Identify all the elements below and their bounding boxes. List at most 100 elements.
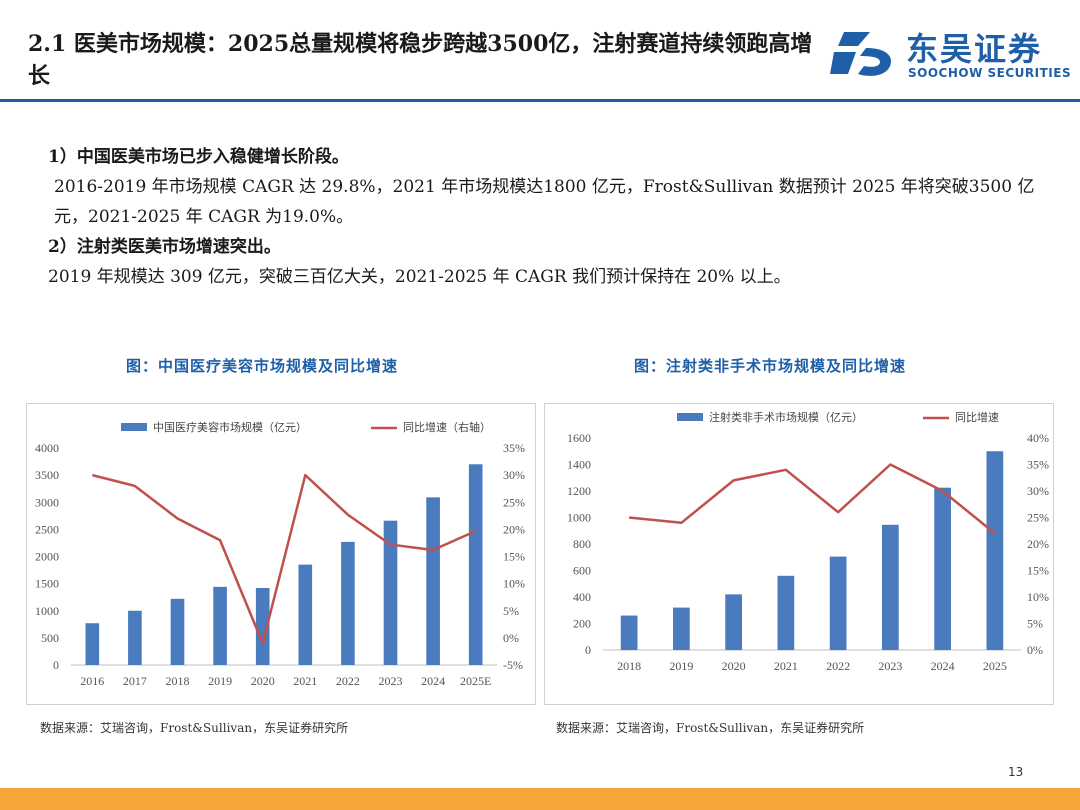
- legend-line-label: 同比增速（右轴）: [403, 420, 491, 434]
- bar-2019: [213, 586, 227, 665]
- left-axis-tick: 400: [573, 590, 591, 604]
- right-axis-tick: 20%: [1027, 537, 1049, 551]
- bar-2019: [673, 607, 690, 650]
- x-axis-tick: 2016: [80, 674, 104, 688]
- slide-title: 2.1 医美市场规模：2025总量规模将稳步跨越3500亿，注射赛道持续领跑高增…: [28, 31, 813, 89]
- x-axis-tick: 2018: [166, 674, 190, 688]
- left-axis-tick: 500: [41, 631, 59, 645]
- left-axis-tick: 2000: [35, 550, 59, 564]
- x-axis-tick: 2019: [669, 659, 693, 673]
- right-chart-svg: 0 200 400 600 800 1000 1200 1400 1600 0% 5% 10% 15% 2…: [567, 410, 1049, 673]
- left-axis-tick: 4000: [35, 441, 59, 455]
- left-axis-tick: 1000: [35, 604, 59, 618]
- bar-2022: [341, 541, 355, 665]
- point1-text: 2016-2019 年市场规模 CAGR 达 29.8%，2021 年市场规模达…: [54, 177, 1035, 227]
- x-axis-tick: 2017: [123, 674, 147, 688]
- legend-bar-swatch: [677, 413, 703, 421]
- logo-chinese-name: 东吴证券: [906, 30, 1043, 68]
- bar-2021: [298, 564, 313, 665]
- bar-2020: [255, 587, 270, 665]
- right-axis-tick: 35%: [503, 441, 525, 455]
- x-axis-tick: 2025: [983, 659, 1007, 673]
- page-number: 13: [1008, 765, 1024, 779]
- company-logo: 东吴证券 SOOCHOW SECURITIES: [830, 24, 1071, 84]
- bar-2023: [882, 524, 899, 650]
- right-axis-tick: 25%: [503, 495, 525, 509]
- legend-bar-label: 中国医疗美容市场规模（亿元）: [153, 420, 307, 434]
- x-axis-tick: 2021: [774, 659, 798, 673]
- bar-2022: [829, 556, 847, 650]
- left-axis-tick: 600: [573, 564, 591, 578]
- right-axis-tick: 40%: [1027, 431, 1049, 445]
- soochow-logo-icon: [830, 32, 891, 76]
- bar-2024: [934, 487, 951, 650]
- point2-text: 2019 年规模达 309 亿元，突破三百亿大关，2021-2025 年 CAG…: [48, 267, 791, 287]
- x-axis-tick: 2022: [336, 674, 360, 688]
- left-chart-svg: 0 500 1000 1500 2000 2500 3000 3500 4000 -5% 0% 5% 1…: [35, 420, 525, 688]
- left-axis-tick: 1400: [567, 458, 591, 472]
- right-axis-tick: 10%: [503, 577, 525, 591]
- bar-2018: [620, 615, 638, 650]
- x-axis-tick: 2020: [251, 674, 275, 688]
- x-axis-tick: 2023: [878, 659, 902, 673]
- left-chart: 0 500 1000 1500 2000 2500 3000 3500 4000 -5% 0% 5% 1…: [26, 403, 536, 705]
- point1-heading: 1）中国医美市场已步入稳健增长阶段。: [48, 147, 349, 167]
- right-axis-tick: 0%: [503, 631, 519, 645]
- right-chart-source: 数据来源：艾瑞咨询，Frost&Sullivan，东吴证券研究所: [556, 721, 865, 735]
- bar-2017: [128, 610, 142, 665]
- bar-2020: [725, 594, 742, 650]
- left-chart-title: 图：中国医疗美容市场规模及同比增速: [126, 357, 399, 375]
- x-axis-tick: 2022: [826, 659, 850, 673]
- x-axis-tick: 2024: [931, 659, 955, 673]
- right-axis-tick: 5%: [1027, 617, 1043, 631]
- bar-2021: [777, 575, 795, 650]
- right-axis-tick: 15%: [503, 550, 525, 564]
- right-chart-title: 图：注射类非手术市场规模及同比增速: [634, 357, 907, 375]
- left-axis-tick: 0: [585, 643, 591, 657]
- bar-2025: [986, 451, 1004, 650]
- bar-2016: [85, 623, 100, 665]
- x-axis-tick: 2025E: [460, 674, 491, 688]
- right-chart: 0 200 400 600 800 1000 1200 1400 1600 0% 5% 10% 15% 2…: [544, 403, 1054, 705]
- summary-text: 1）中国医美市场已步入稳健增长阶段。 2016-2019 年市场规模 CAGR …: [48, 142, 1048, 292]
- bar-2024: [426, 497, 440, 665]
- left-axis-tick: 2500: [35, 522, 59, 536]
- right-axis-tick: 10%: [1027, 590, 1049, 604]
- growth-line: [91, 473, 477, 645]
- header-divider: [0, 99, 1080, 102]
- right-axis-tick: 30%: [1027, 484, 1049, 498]
- left-axis-tick: 1200: [567, 484, 591, 498]
- left-axis-tick: 3000: [35, 495, 59, 509]
- left-axis-tick: 0: [53, 658, 59, 672]
- growth-line: [628, 463, 996, 535]
- right-axis-tick: 30%: [503, 468, 525, 482]
- legend-bar-label: 注射类非手术市场规模（亿元）: [709, 410, 863, 424]
- right-axis-tick: -5%: [503, 658, 523, 672]
- right-axis-tick: 35%: [1027, 458, 1049, 472]
- legend-bar-swatch: [121, 423, 147, 431]
- bar-2023: [383, 520, 398, 665]
- x-axis-tick: 2019: [208, 674, 232, 688]
- point2-heading: 2）注射类医美市场增速突出。: [48, 237, 281, 257]
- left-chart-source: 数据来源：艾瑞咨询，Frost&Sullivan，东吴证券研究所: [40, 721, 349, 735]
- slide-header: 2.1 医美市场规模：2025总量规模将稳步跨越3500亿，注射赛道持续领跑高增…: [0, 0, 1080, 102]
- bar-2018: [170, 598, 185, 665]
- legend-line-label: 同比增速: [955, 410, 999, 424]
- left-axis-tick: 1000: [567, 511, 591, 525]
- left-axis-tick: 1600: [567, 431, 591, 445]
- logo-english-name: SOOCHOW SECURITIES: [908, 66, 1072, 80]
- left-axis-tick: 200: [573, 617, 591, 631]
- x-axis-tick: 2021: [293, 674, 317, 688]
- right-axis-tick: 0%: [1027, 643, 1043, 657]
- left-axis-tick: 1500: [35, 577, 59, 591]
- right-axis-tick: 20%: [503, 522, 525, 536]
- right-axis-tick: 25%: [1027, 511, 1049, 525]
- x-axis-tick: 2020: [722, 659, 746, 673]
- x-axis-tick: 2018: [617, 659, 641, 673]
- left-axis-tick: 3500: [35, 468, 59, 482]
- footer-bar: [0, 788, 1080, 810]
- right-axis-tick: 15%: [1027, 564, 1049, 578]
- x-axis-tick: 2024: [421, 674, 445, 688]
- x-axis-tick: 2023: [379, 674, 403, 688]
- right-axis-tick: 5%: [503, 604, 519, 618]
